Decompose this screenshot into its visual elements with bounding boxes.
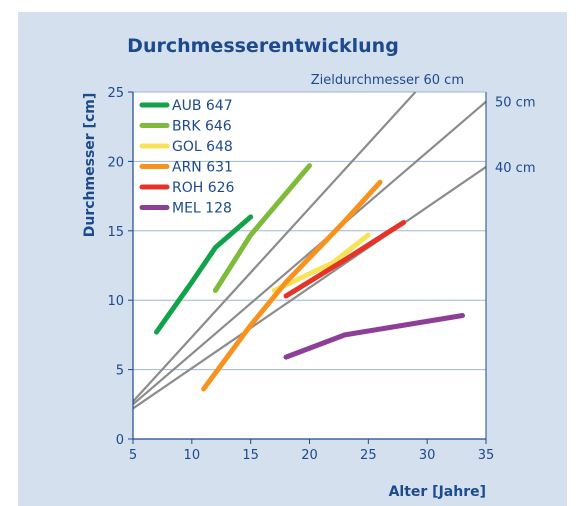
y-tick-label-25: 25 xyxy=(107,86,124,101)
legend-label-3: GOL 648 xyxy=(172,139,233,155)
y-axis-label: Durchmesser [cm] xyxy=(82,93,98,237)
x-tick-label-5: 5 xyxy=(129,448,137,463)
reference-title: Zieldurchmesser 60 cm xyxy=(311,73,464,88)
legend-label-1: AUB 647 xyxy=(172,98,233,114)
series-line-aub-647 xyxy=(154,214,254,335)
y-tick-label-10: 10 xyxy=(107,294,124,309)
series-line-mel-128 xyxy=(283,313,465,360)
y-tick-label-0: 0 xyxy=(116,433,124,448)
reference-label-3: 40 cm xyxy=(495,161,536,176)
series-line-roh-626 xyxy=(283,220,407,299)
series-line-gol-648 xyxy=(271,232,371,293)
x-tick-label-20: 20 xyxy=(301,448,318,463)
x-axis-label: Alter [Jahre] xyxy=(389,484,486,500)
x-tick-label-25: 25 xyxy=(360,448,377,463)
legend-label-2: BRK 646 xyxy=(172,119,232,135)
reference-label-2: 50 cm xyxy=(495,96,536,111)
reference-line-2 xyxy=(132,100,487,406)
y-tick-label-20: 20 xyxy=(107,155,124,170)
series-line-brk-646 xyxy=(212,163,312,293)
y-tick-label-5: 5 xyxy=(116,364,124,379)
x-tick-label-30: 30 xyxy=(419,448,436,463)
plot-area xyxy=(133,92,486,439)
legend-label-6: MEL 128 xyxy=(172,201,232,217)
x-tick-label-35: 35 xyxy=(478,448,495,463)
x-tick-label-10: 10 xyxy=(184,448,201,463)
legend-label-5: ROH 626 xyxy=(172,180,235,196)
legend-label-4: ARN 631 xyxy=(172,160,233,176)
reference-line-1 xyxy=(132,91,417,403)
reference-line-3 xyxy=(132,166,487,410)
y-tick-label-15: 15 xyxy=(107,225,124,240)
chart-title: Durchmesserentwicklung xyxy=(127,35,399,57)
x-tick-label-15: 15 xyxy=(242,448,259,463)
series-line-arn-631 xyxy=(201,179,383,392)
